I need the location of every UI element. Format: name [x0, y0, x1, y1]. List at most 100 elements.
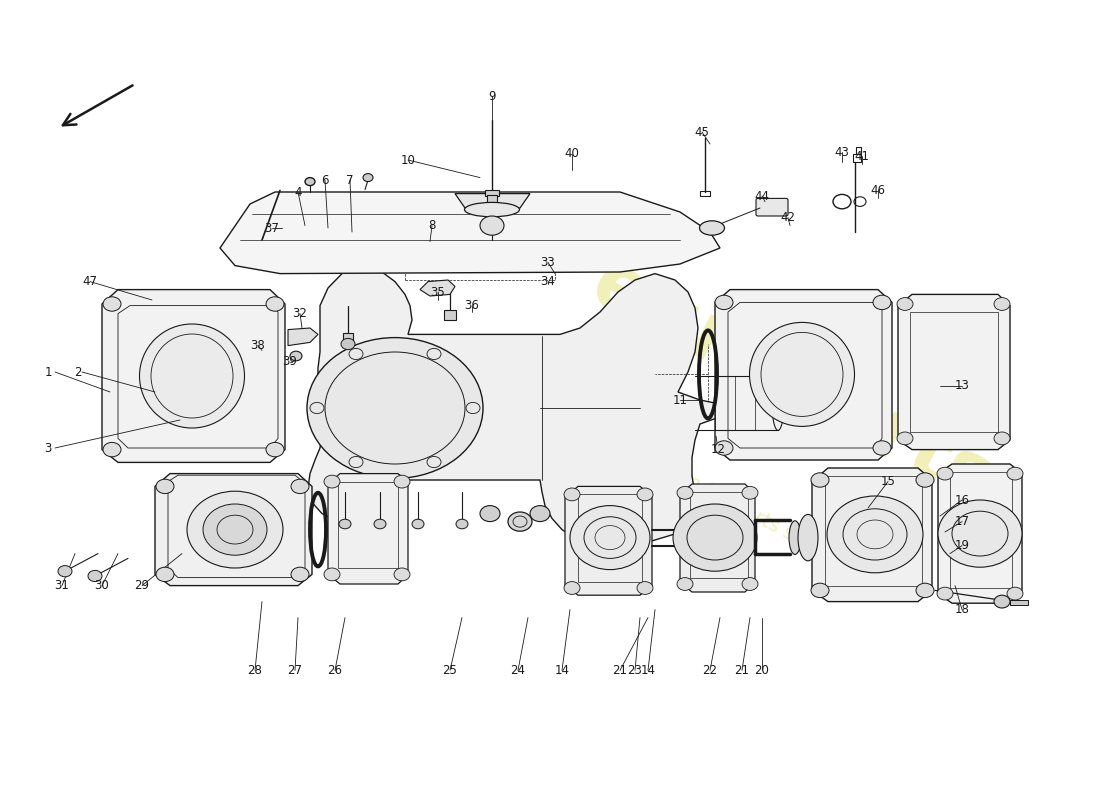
Polygon shape: [680, 484, 755, 592]
Text: 46: 46: [870, 184, 886, 197]
Circle shape: [292, 567, 309, 582]
Text: 20: 20: [755, 664, 769, 677]
Text: 47: 47: [82, 275, 98, 288]
Polygon shape: [715, 290, 892, 460]
Text: 21: 21: [613, 664, 627, 677]
Text: 10: 10: [400, 154, 416, 166]
Text: 19: 19: [955, 539, 969, 552]
Text: 8: 8: [428, 219, 436, 232]
Circle shape: [456, 519, 468, 529]
Text: 21: 21: [735, 664, 749, 677]
Text: 6: 6: [321, 174, 329, 186]
Text: 26: 26: [328, 664, 342, 677]
Circle shape: [1006, 587, 1023, 600]
Bar: [1010, 600, 1028, 605]
Text: 22: 22: [703, 664, 717, 677]
Circle shape: [156, 479, 174, 494]
Text: 1: 1: [44, 366, 52, 378]
Text: 33: 33: [540, 256, 556, 269]
Circle shape: [88, 570, 102, 582]
Text: 32: 32: [293, 307, 307, 320]
Text: 11: 11: [672, 394, 688, 406]
Circle shape: [994, 432, 1010, 445]
Circle shape: [290, 351, 303, 361]
Circle shape: [916, 583, 934, 598]
Text: 9: 9: [488, 90, 496, 102]
Text: 16: 16: [955, 494, 969, 506]
Bar: [856, 147, 861, 154]
Circle shape: [292, 479, 309, 494]
Text: a passion for parts since 1985: a passion for parts since 1985: [614, 434, 882, 590]
Text: 43: 43: [835, 146, 849, 158]
Text: 41: 41: [855, 150, 869, 162]
Polygon shape: [308, 266, 785, 548]
Polygon shape: [102, 290, 285, 462]
Text: 45: 45: [694, 126, 710, 138]
Circle shape: [937, 467, 953, 480]
Circle shape: [673, 504, 757, 571]
Circle shape: [896, 298, 913, 310]
Circle shape: [916, 473, 934, 487]
Text: 14: 14: [640, 664, 656, 677]
Text: 38: 38: [251, 339, 265, 352]
Text: 24: 24: [510, 664, 526, 677]
Text: 12: 12: [711, 443, 726, 456]
Text: 35: 35: [430, 286, 446, 298]
Circle shape: [742, 578, 758, 590]
Circle shape: [896, 432, 913, 445]
Text: 31: 31: [55, 579, 69, 592]
Polygon shape: [288, 328, 318, 346]
Text: 40: 40: [564, 147, 580, 160]
Polygon shape: [812, 468, 932, 602]
Polygon shape: [455, 194, 530, 208]
Text: 37: 37: [265, 222, 279, 234]
Circle shape: [637, 488, 653, 501]
Circle shape: [324, 475, 340, 488]
FancyBboxPatch shape: [756, 198, 788, 216]
Circle shape: [58, 566, 72, 577]
Circle shape: [715, 295, 733, 310]
Polygon shape: [565, 486, 652, 595]
Text: 4: 4: [295, 186, 301, 198]
Bar: [852, 154, 861, 162]
Text: 17: 17: [955, 515, 969, 528]
Circle shape: [742, 486, 758, 499]
Ellipse shape: [789, 521, 801, 554]
Circle shape: [103, 442, 121, 457]
Circle shape: [873, 441, 891, 455]
Circle shape: [676, 578, 693, 590]
Bar: [343, 333, 353, 342]
Text: 7: 7: [346, 174, 354, 186]
Ellipse shape: [749, 322, 855, 426]
Circle shape: [827, 496, 923, 573]
Circle shape: [873, 295, 891, 310]
Circle shape: [204, 504, 267, 555]
Circle shape: [187, 491, 283, 568]
Polygon shape: [155, 474, 312, 586]
Text: 30: 30: [95, 579, 109, 592]
Ellipse shape: [464, 202, 519, 217]
Ellipse shape: [798, 514, 818, 561]
Bar: [700, 191, 710, 196]
Circle shape: [811, 473, 829, 487]
Circle shape: [570, 506, 650, 570]
Text: 14: 14: [554, 664, 570, 677]
Text: 18: 18: [955, 603, 969, 616]
Text: 15: 15: [881, 475, 895, 488]
Circle shape: [637, 582, 653, 594]
Circle shape: [412, 519, 424, 529]
Circle shape: [363, 174, 373, 182]
Circle shape: [564, 488, 580, 501]
Circle shape: [1006, 467, 1023, 480]
Circle shape: [994, 298, 1010, 310]
Circle shape: [938, 500, 1022, 567]
Polygon shape: [938, 464, 1022, 603]
Circle shape: [341, 338, 355, 350]
Text: 13: 13: [955, 379, 969, 392]
Circle shape: [937, 587, 953, 600]
Circle shape: [480, 506, 501, 522]
Circle shape: [339, 519, 351, 529]
Text: 44: 44: [755, 190, 770, 202]
Bar: [444, 310, 456, 320]
Text: 27: 27: [287, 664, 303, 677]
